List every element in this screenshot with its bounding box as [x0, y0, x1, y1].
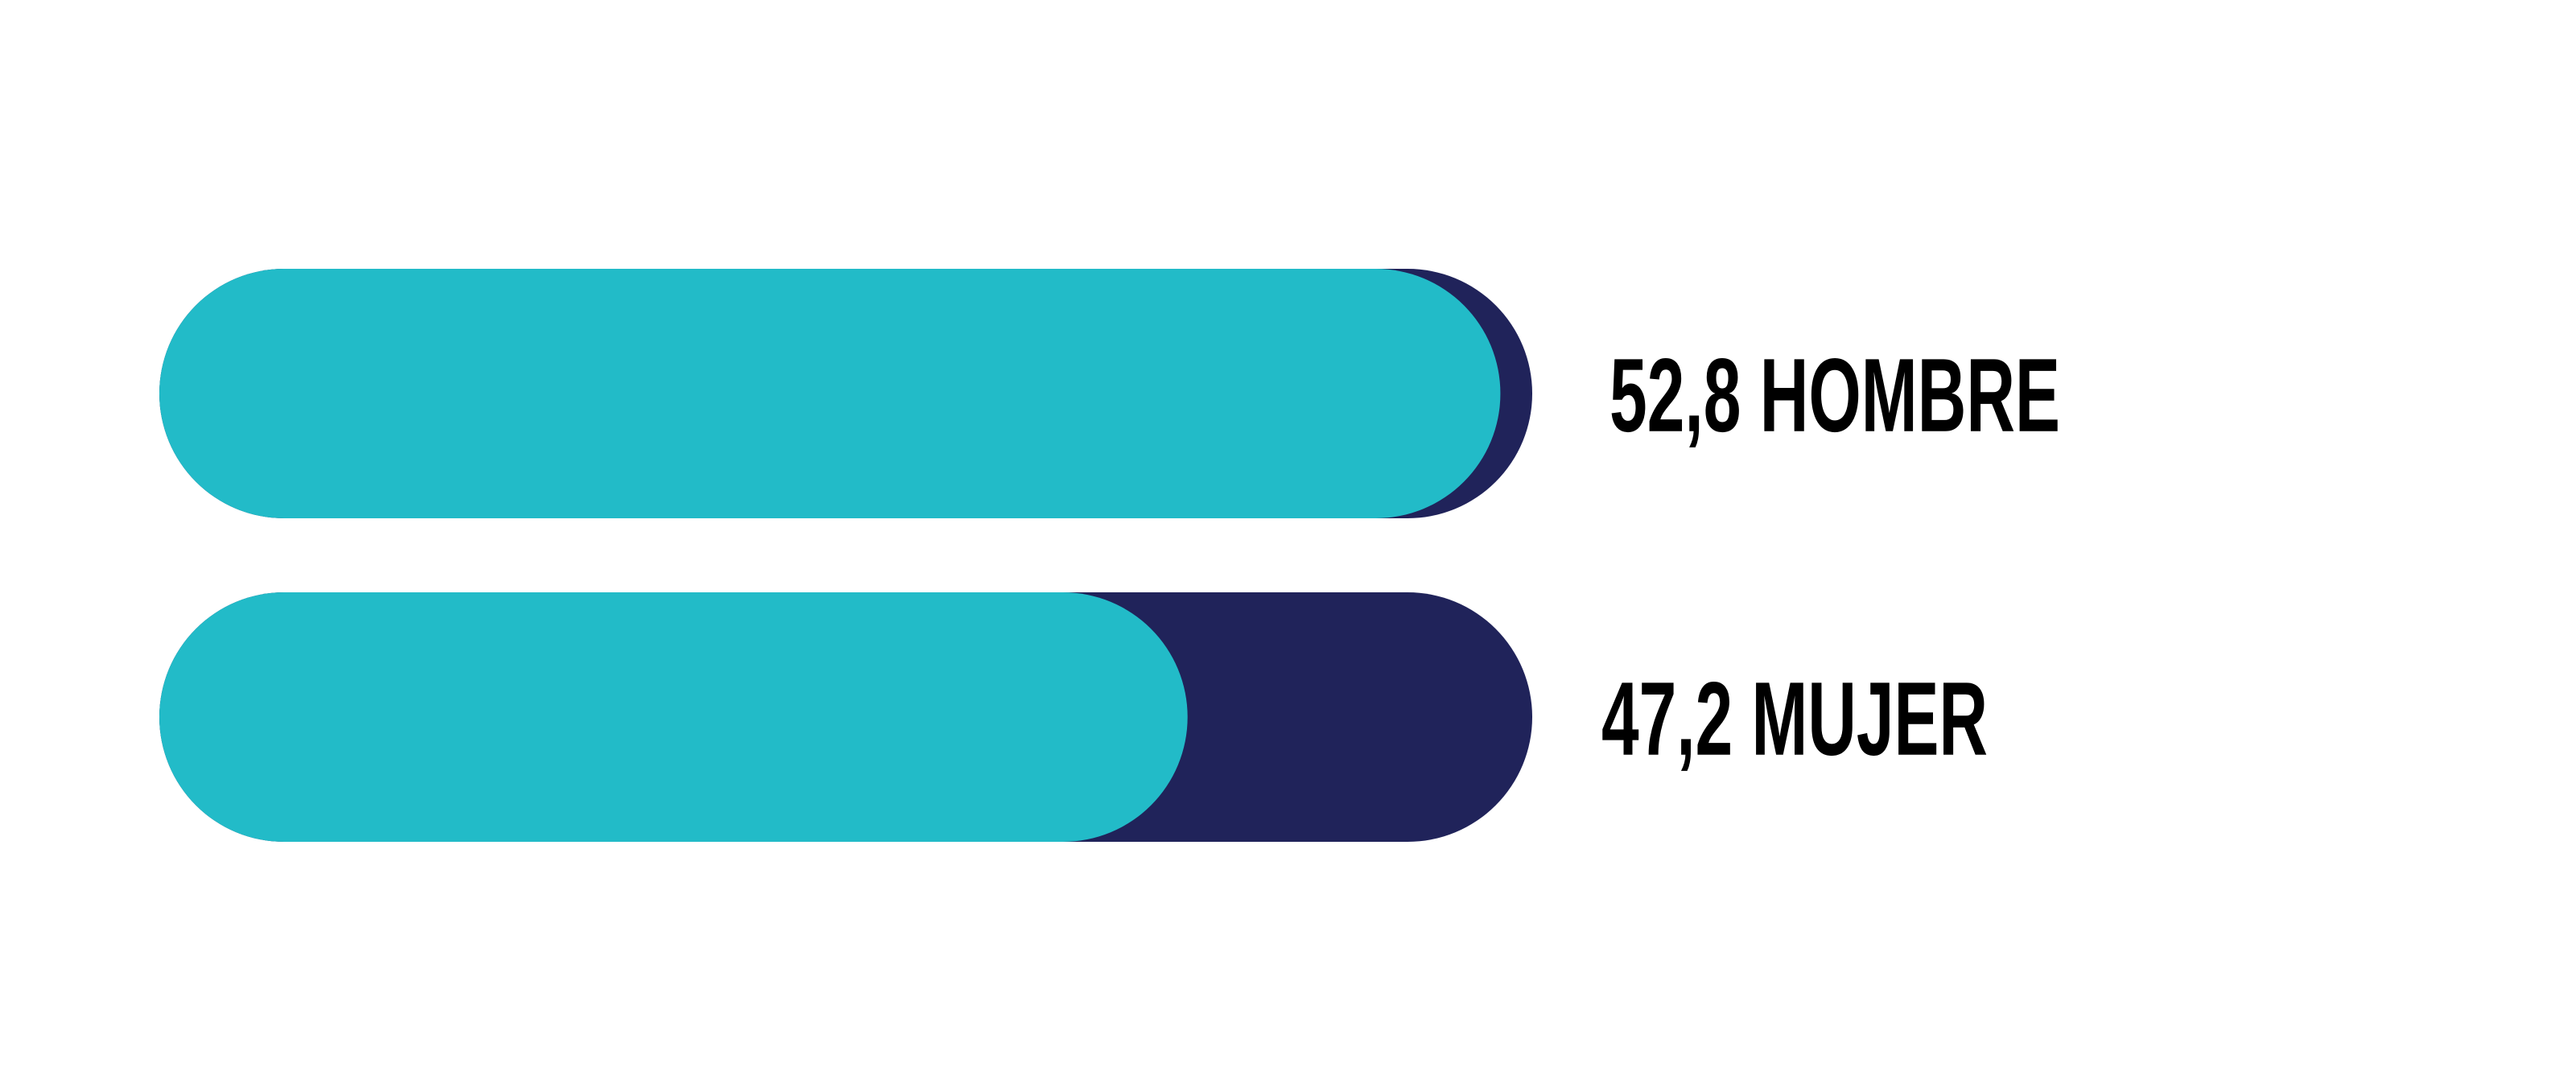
bar-label-mujer: 47,2 MUJER — [1601, 660, 1988, 777]
value-label-mujer: 47,2 — [1601, 660, 1751, 777]
bar-row-mujer: 47,2 MUJER — [159, 592, 1988, 842]
category-label-hombre: HOMBRE — [1760, 336, 2060, 454]
value-label-hombre: 52,8 — [1609, 336, 1760, 454]
category-label-mujer: MUJER — [1751, 660, 1988, 777]
bar-row-hombre: 52,8 HOMBRE — [159, 269, 2060, 518]
bar-fill-mujer — [159, 592, 1188, 842]
bar-fill-hombre — [159, 269, 1501, 518]
bar-label-hombre: 52,8 HOMBRE — [1609, 336, 2060, 454]
